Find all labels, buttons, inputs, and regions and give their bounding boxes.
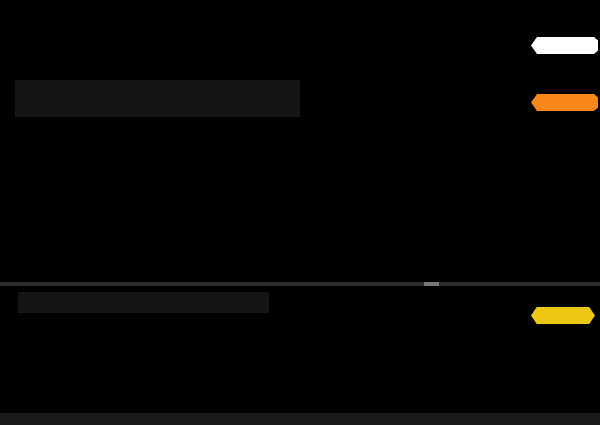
- panel-splitter-handle[interactable]: [424, 282, 439, 286]
- market-cap-swatch-icon: [20, 85, 30, 95]
- legend-item-ratio[interactable]: [23, 294, 263, 310]
- legend-item-market-cap[interactable]: [20, 82, 294, 98]
- panel-splitter[interactable]: [0, 282, 600, 286]
- bottom-legend: [18, 292, 269, 313]
- top-legend: [15, 80, 300, 117]
- gdp-swatch-icon: [20, 101, 30, 111]
- legend-item-gdp[interactable]: [20, 98, 294, 114]
- ratio-swatch-icon: [23, 297, 33, 307]
- bottom-scrollbar[interactable]: [0, 413, 600, 425]
